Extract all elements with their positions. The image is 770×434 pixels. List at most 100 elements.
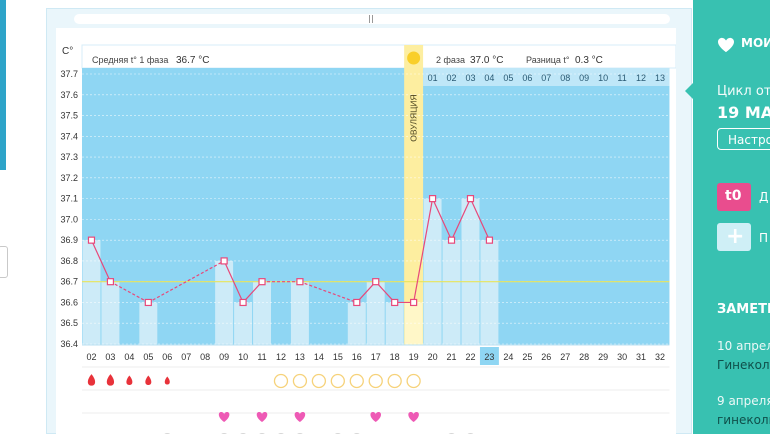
- temperature-point[interactable]: [106, 278, 115, 286]
- temperature-point[interactable]: [220, 257, 228, 265]
- temperature-point[interactable]: [410, 298, 418, 307]
- note-text[interactable]: гинеколь: [717, 413, 770, 427]
- cycle-label: Цикл от: [717, 84, 770, 99]
- fertile-circle-icon[interactable]: [311, 373, 327, 389]
- temperature-bar: [423, 198, 442, 345]
- note-text[interactable]: Гинеколь: [717, 358, 770, 372]
- x-tick-label: 26: [541, 352, 551, 362]
- cycle-day-label: 06: [522, 73, 532, 83]
- temperature-point[interactable]: [258, 278, 266, 286]
- heart-icon[interactable]: [294, 412, 306, 422]
- temperature-point[interactable]: [466, 195, 475, 203]
- temperature-bar: [139, 302, 158, 345]
- x-tick-label: 23: [484, 352, 494, 362]
- temperature-point[interactable]: [87, 236, 96, 244]
- y-tick-label: 36.7: [60, 277, 78, 287]
- cycle-day-label: 13: [655, 73, 665, 83]
- plus-icon: +: [726, 224, 745, 249]
- phase1-label: Средняя t° 1 фаза: [92, 55, 168, 65]
- x-tick-label: 13: [295, 352, 305, 362]
- blood-drop-icon[interactable]: [126, 375, 133, 386]
- cycle-day-label: 05: [503, 73, 513, 83]
- fertile-circle-icon[interactable]: [387, 373, 402, 389]
- x-tick-label: 24: [503, 352, 513, 362]
- cycle-day-row: [423, 68, 670, 86]
- note-date: 10 апрел: [717, 339, 770, 353]
- x-tick-label: 02: [86, 352, 96, 362]
- x-tick-label: 18: [390, 352, 400, 362]
- heart-icon[interactable]: [370, 412, 382, 422]
- x-tick-label: 20: [428, 352, 438, 362]
- x-tick-label: 15: [333, 352, 343, 362]
- temperature-point[interactable]: [144, 298, 152, 307]
- temperature-bar: [290, 281, 309, 345]
- temperature-point[interactable]: [391, 298, 399, 307]
- fertile-circle-icon[interactable]: [273, 373, 289, 389]
- right-sidebar: МОИ Цикл от 19 МАІ Настро t0 Д + П ЗАМЕТ…: [693, 0, 770, 434]
- y-tick-label: 37.0: [60, 214, 78, 224]
- y-tick-label: 37.6: [60, 90, 78, 100]
- x-tick-label: 07: [181, 352, 191, 362]
- add-button-label[interactable]: П: [759, 231, 769, 245]
- temperature-point[interactable]: [372, 278, 380, 286]
- temperature-bar: [404, 302, 423, 345]
- fertile-circle-icon[interactable]: [406, 373, 421, 389]
- x-tick-label: 03: [105, 352, 115, 362]
- y-tick-label: 37.4: [60, 131, 78, 141]
- blood-drop-icon[interactable]: [87, 374, 96, 386]
- cycle-day-label: 10: [598, 73, 608, 83]
- temperature-button-label[interactable]: Д: [759, 190, 769, 204]
- temperature-point[interactable]: [353, 298, 361, 307]
- blood-drop-icon[interactable]: [164, 376, 170, 385]
- notes-title: ЗАМЕТК: [717, 302, 770, 317]
- y-tick-label: 36.4: [60, 339, 78, 349]
- cycle-day-label: 07: [541, 73, 551, 83]
- x-tick-label: 12: [276, 352, 286, 362]
- blood-drop-icon[interactable]: [145, 375, 152, 386]
- x-tick-label: 29: [598, 352, 608, 362]
- temperature-point[interactable]: [239, 298, 247, 307]
- temperature-icon: t0: [725, 188, 742, 204]
- x-tick-label: 10: [238, 352, 248, 362]
- temperature-bar: [480, 240, 499, 345]
- temperature-button[interactable]: t0: [717, 183, 751, 211]
- fertile-circle-icon[interactable]: [292, 373, 308, 389]
- temperature-line-segment: [223, 260, 244, 303]
- y-tick-label: 37.5: [60, 111, 78, 121]
- x-tick-label: 31: [636, 352, 646, 362]
- temperature-point[interactable]: [447, 236, 456, 244]
- x-tick-label: 22: [465, 352, 475, 362]
- settings-button[interactable]: Настро: [717, 128, 770, 150]
- heart-icon[interactable]: [256, 412, 268, 422]
- x-tick-label: 11: [257, 352, 266, 362]
- blood-drop-icon[interactable]: [106, 374, 115, 386]
- cycle-day-label: 01: [428, 73, 438, 83]
- x-tick-label: 28: [579, 352, 589, 362]
- temperature-point[interactable]: [428, 195, 437, 203]
- heart-icon[interactable]: [218, 412, 230, 422]
- add-button[interactable]: +: [717, 223, 751, 251]
- scroll-grip-icon[interactable]: [369, 15, 373, 23]
- my-link[interactable]: МОИ: [741, 36, 770, 50]
- fertile-circle-icon[interactable]: [349, 373, 364, 389]
- fertile-circle-icon[interactable]: [368, 373, 383, 389]
- y-tick-label: 37.7: [60, 69, 78, 79]
- temperature-bar: [101, 281, 120, 345]
- x-tick-label: 14: [314, 352, 324, 362]
- cycle-day-label: 08: [560, 73, 570, 83]
- y-axis-unit: C°: [62, 46, 73, 57]
- temperature-bar: [234, 302, 253, 345]
- fertile-circle-icon[interactable]: [330, 373, 345, 389]
- temperature-bar: [82, 240, 101, 345]
- temperature-chart-svg: Средняя t° 1 фаза 36.7 °C 2 фаза 37.0 °C…: [60, 44, 676, 434]
- heart-icon[interactable]: [408, 412, 419, 422]
- cycle-day-label: 11: [617, 73, 626, 83]
- cycle-day-label: 02: [447, 73, 457, 83]
- temperature-point[interactable]: [485, 236, 494, 244]
- x-tick-label: 17: [371, 352, 381, 362]
- left-input-edge[interactable]: [0, 246, 8, 278]
- temperature-point[interactable]: [296, 278, 304, 286]
- temperature-line-segment: [90, 239, 111, 282]
- diff-label: Разница t°: [526, 55, 570, 65]
- x-tick-label: 09: [219, 352, 229, 362]
